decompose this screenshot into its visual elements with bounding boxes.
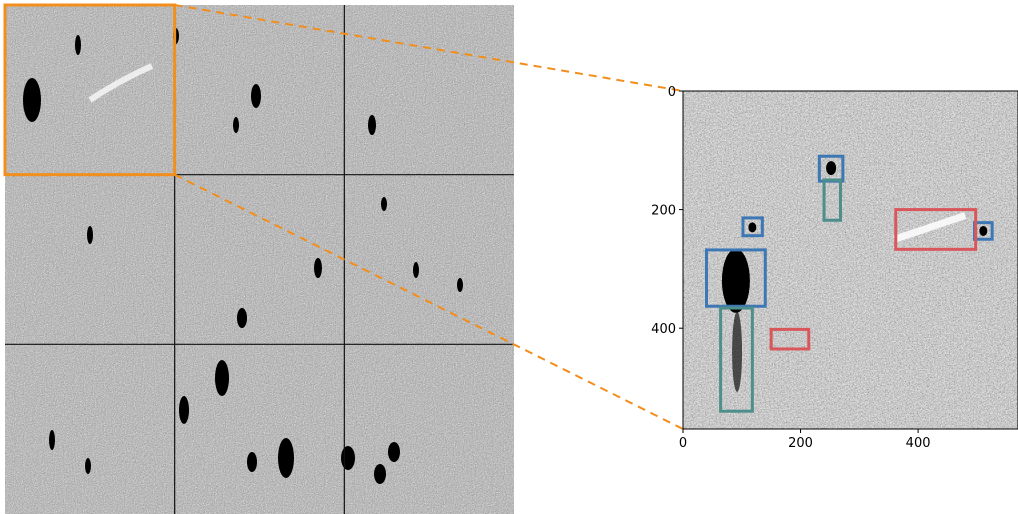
x-tick-label: 200 <box>788 436 813 451</box>
zoom-image <box>683 91 1018 429</box>
dark-source <box>233 117 239 133</box>
y-axis: 0 200 400 <box>651 85 683 337</box>
zoom-dark-sources <box>721 161 988 392</box>
detection-box-red <box>894 208 978 251</box>
detection-box-teal <box>822 178 843 222</box>
detection-boxes <box>705 154 994 413</box>
highlighted-tile-frame <box>3 3 177 177</box>
x-axis: 0 200 400 <box>679 429 931 451</box>
dark-source <box>388 442 400 462</box>
dark-source <box>215 360 229 396</box>
dark-source <box>87 226 93 244</box>
detection-box-teal <box>719 306 754 413</box>
dark-source <box>979 225 988 236</box>
y-tick-label: 400 <box>651 322 676 337</box>
dark-source <box>85 458 91 474</box>
x-tick-label: 400 <box>906 436 931 451</box>
detection-box-blue <box>741 216 764 238</box>
dark-source <box>278 438 294 478</box>
dark-source-trail <box>732 311 743 392</box>
zoom-axes-frame <box>682 90 1018 430</box>
dark-source <box>251 84 261 108</box>
dark-source <box>49 430 55 450</box>
dark-source <box>314 258 322 278</box>
bright-streak <box>893 212 967 243</box>
dark-source <box>457 278 463 292</box>
dark-source <box>721 248 750 313</box>
dark-source <box>179 396 189 424</box>
dark-source <box>23 78 41 122</box>
detection-box-red <box>769 327 811 351</box>
detection-box-blue <box>705 248 767 308</box>
dark-source <box>368 115 376 135</box>
y-tick-label: 0 <box>668 85 676 100</box>
dark-source <box>413 262 419 278</box>
dark-source <box>75 35 81 55</box>
dark-source <box>748 222 757 233</box>
dark-source <box>341 446 355 470</box>
y-tick-label: 200 <box>651 204 676 219</box>
zoom-connector-bottom <box>174 173 684 430</box>
mosaic-image <box>5 5 514 514</box>
dark-source <box>826 161 837 176</box>
zoom-connector-top <box>174 4 684 92</box>
dark-source <box>381 197 387 211</box>
mosaic-dark-sources <box>23 28 463 484</box>
dark-source <box>247 452 257 472</box>
bright-streak <box>88 63 154 103</box>
x-tick-label: 0 <box>679 436 687 451</box>
dark-source <box>374 464 386 484</box>
dark-source <box>237 308 247 328</box>
